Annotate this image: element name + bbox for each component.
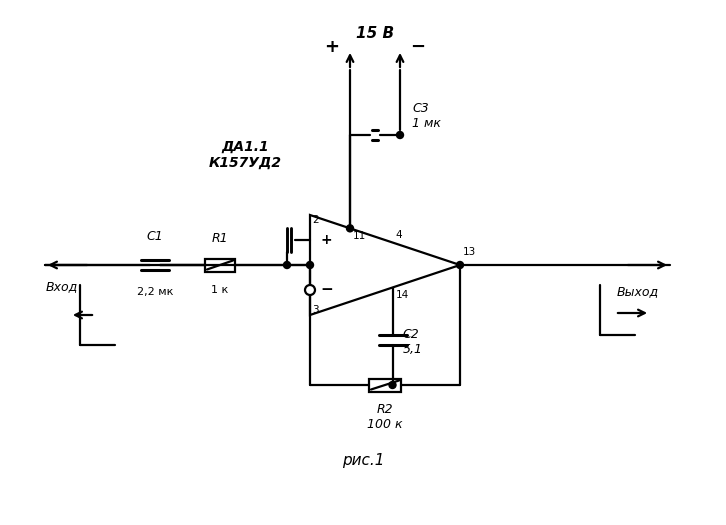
- Text: 1 к: 1 к: [211, 285, 229, 295]
- Text: С2
5,1: С2 5,1: [402, 328, 423, 356]
- Bar: [205, 258, 235, 271]
- Text: Вход: Вход: [46, 280, 78, 293]
- Text: рис.1: рис.1: [342, 453, 384, 467]
- Circle shape: [389, 382, 396, 388]
- Text: 4: 4: [396, 229, 402, 239]
- Circle shape: [457, 261, 463, 268]
- Text: −: −: [320, 282, 333, 298]
- Circle shape: [283, 261, 290, 268]
- Bar: [369, 379, 401, 392]
- Text: R1: R1: [212, 232, 228, 245]
- Text: +: +: [320, 233, 332, 247]
- Text: ДА1.1
К157УД2: ДА1.1 К157УД2: [208, 140, 282, 170]
- Text: +: +: [325, 38, 340, 56]
- Text: С3
1 мк: С3 1 мк: [412, 102, 441, 130]
- Text: 2: 2: [312, 215, 319, 225]
- Circle shape: [396, 131, 404, 139]
- Circle shape: [346, 225, 354, 232]
- Text: 3: 3: [312, 305, 319, 315]
- Circle shape: [306, 261, 314, 268]
- Text: 11: 11: [353, 232, 366, 242]
- Text: R2
100 к: R2 100 к: [367, 403, 403, 431]
- Circle shape: [305, 285, 315, 295]
- Text: 15 В: 15 В: [356, 26, 394, 40]
- Text: 14: 14: [396, 290, 409, 300]
- Text: −: −: [410, 38, 425, 56]
- Text: 2,2 мк: 2,2 мк: [136, 287, 174, 297]
- Text: С1: С1: [147, 230, 163, 243]
- Text: Выход: Выход: [617, 285, 659, 298]
- Text: 13: 13: [463, 247, 476, 257]
